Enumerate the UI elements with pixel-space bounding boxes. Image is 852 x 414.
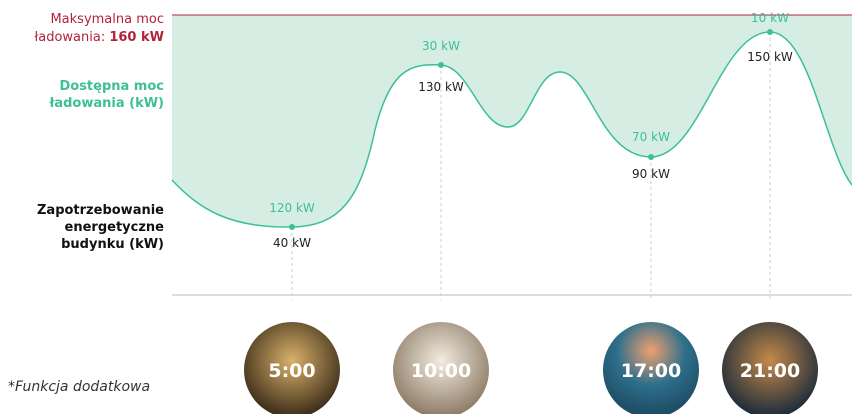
- max-power-label: ładowania:: [35, 30, 106, 45]
- demand-label: Zapotrzebowanie: [37, 203, 164, 218]
- available-value: 70 kW: [632, 130, 670, 144]
- footnote: *Funkcja dodatkowa: [8, 379, 150, 395]
- time-label: 17:00: [621, 360, 681, 382]
- point-marker: [289, 224, 295, 230]
- time-label: 10:00: [411, 360, 471, 382]
- max-power-label: ładowania: 160 kW: [35, 30, 164, 45]
- demand-value: 90 kW: [632, 167, 670, 181]
- available-value: 10 kW: [751, 11, 789, 25]
- time-points: 120 kW 40 kW 5:00 30 kW 130 kW 10:00 70 kW 90 k…: [244, 11, 818, 414]
- demand-value: 40 kW: [273, 236, 311, 250]
- available-value: 30 kW: [422, 39, 460, 53]
- max-power-value: 160 kW: [109, 30, 164, 45]
- demand-label: energetyczne: [65, 220, 165, 235]
- available-value: 120 kW: [269, 201, 315, 215]
- available-label: ładowania (kW): [49, 96, 165, 111]
- available-label: Dostępna moc: [59, 79, 164, 94]
- time-photo: [603, 322, 699, 414]
- demand-value: 130 kW: [418, 80, 464, 94]
- time-photo: [244, 322, 340, 414]
- time-photo: [722, 322, 818, 414]
- time-photo: [393, 322, 489, 414]
- point-marker: [767, 29, 773, 35]
- time-label: 5:00: [268, 360, 315, 382]
- demand-label: budynku (kW): [61, 237, 164, 252]
- max-power-label: Maksymalna moc: [50, 12, 164, 27]
- demand-curve: [171, 31, 852, 228]
- available-area: [172, 15, 852, 228]
- demand-value: 150 kW: [747, 50, 793, 64]
- point-marker: [648, 154, 654, 160]
- point-marker: [438, 62, 444, 68]
- time-label: 21:00: [740, 360, 800, 382]
